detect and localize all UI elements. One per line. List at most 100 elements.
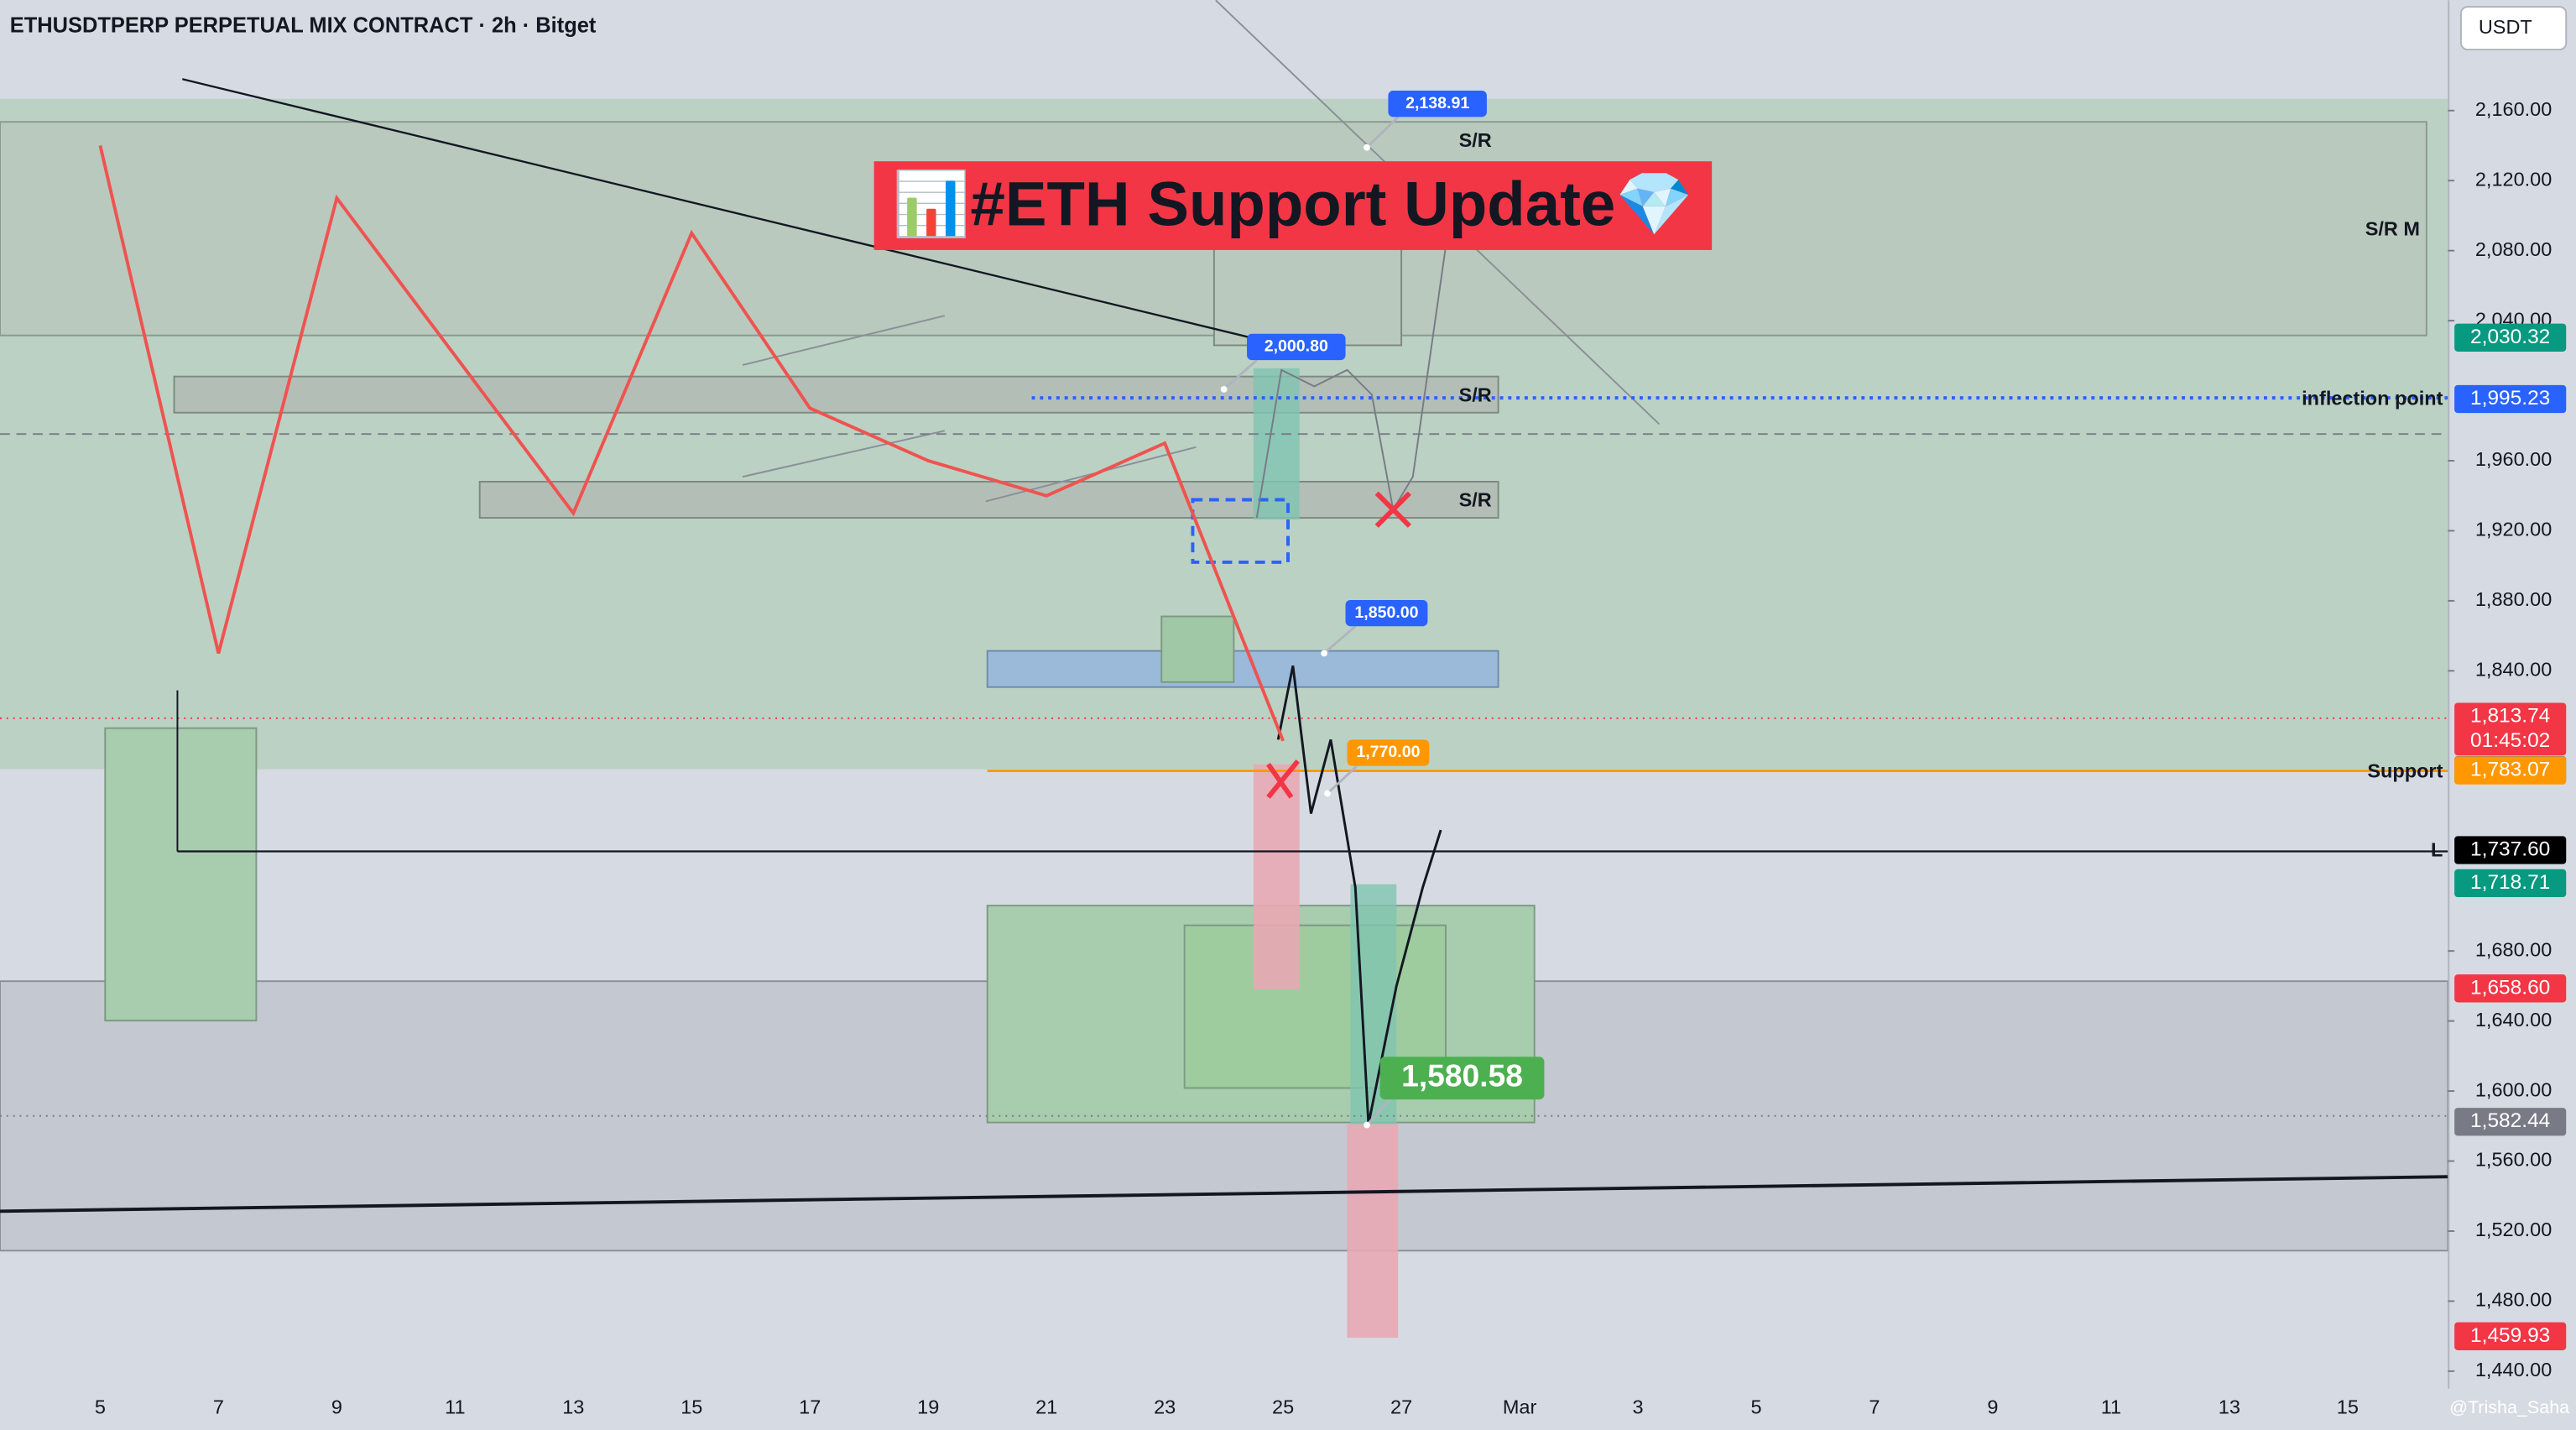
price-tag (2454, 836, 2567, 864)
price-tag-label: 1,459.93 (2470, 1324, 2550, 1347)
stop-box (1253, 764, 1300, 989)
callout-point (1220, 385, 1228, 393)
level-label: S/R M (2365, 218, 2420, 240)
x-tick-label: Mar (1503, 1396, 1537, 1417)
channel (742, 430, 946, 478)
stop-box (1347, 1124, 1399, 1339)
x-tick-label: 27 (1390, 1396, 1412, 1417)
y-tick-label: 1,560.00 (2475, 1149, 2552, 1171)
y-tick-label: 1,440.00 (2475, 1359, 2552, 1380)
chart-title: 📊#ETH Support Update💎 (893, 169, 1693, 240)
callout-label: 2,138.91 (1405, 94, 1469, 112)
price-tag (2454, 384, 2567, 414)
callout-point (1364, 1121, 1370, 1129)
level-label: inflection point (2302, 387, 2443, 409)
y-tick-label: 1,480.00 (2475, 1289, 2552, 1311)
x-tick-label: 7 (213, 1396, 224, 1417)
level-label: Support (2367, 760, 2443, 782)
price-tag-label: 1,582.44 (2470, 1109, 2550, 1132)
callout-label: 1,770.00 (1356, 743, 1420, 761)
zone (104, 727, 258, 1022)
x-tick-label: 15 (2337, 1396, 2359, 1417)
callout-box (1388, 90, 1487, 117)
price-line (98, 145, 1285, 742)
callout-pointer (1323, 625, 1357, 655)
x-tick-label: 9 (331, 1396, 342, 1417)
price-tag-label: 1,737.60 (2470, 838, 2550, 860)
callout-pointer (1365, 116, 1400, 149)
currency[interactable]: USDT (2479, 16, 2532, 38)
projection (1276, 665, 1442, 1125)
price-tag (2454, 1322, 2567, 1350)
x-tick-label: 3 (1633, 1396, 1644, 1417)
price-tag (2454, 974, 2567, 1003)
price-tag (2454, 1108, 2567, 1136)
callout-label: 2,000.80 (1265, 337, 1328, 356)
entry-box (1191, 498, 1290, 564)
callout-box (1345, 599, 1428, 627)
price-tag (2454, 756, 2567, 785)
price-tag-label: 1,783.07 (2470, 759, 2550, 781)
zone (173, 375, 1499, 414)
price-tag (2454, 869, 2567, 898)
price-tag (2454, 323, 2567, 352)
price-tag-label: 1,718.71 (2470, 871, 2550, 894)
x-tick-label: 13 (562, 1396, 584, 1417)
y-tick-label: 2,160.00 (2475, 98, 2552, 120)
y-tick-label: 1,920.00 (2475, 519, 2552, 540)
cross-mark (1266, 491, 1411, 799)
y-tick-label: 2,120.00 (2475, 168, 2552, 190)
y-tick-label: 1,840.00 (2475, 659, 2552, 681)
callout-box (1347, 739, 1430, 766)
x-tick-label: 17 (799, 1396, 821, 1417)
header-bg (0, 0, 559, 50)
level-label: S/R (1459, 384, 1492, 405)
x-tick-label: 11 (445, 1396, 465, 1417)
callout-point (1364, 144, 1370, 151)
zone (1160, 615, 1235, 683)
x-tick-label: 11 (2101, 1396, 2121, 1417)
trendline (182, 78, 1249, 338)
currency-button[interactable] (2459, 6, 2568, 51)
x-tick-label: 7 (1869, 1396, 1880, 1417)
price-tag (2454, 702, 2567, 756)
callout-label: 1,850.00 (1354, 603, 1418, 622)
price-tag-label: 1,813.74 (2470, 705, 2550, 728)
callout-point (1324, 790, 1331, 797)
x-tick-label: 5 (95, 1396, 106, 1417)
y-tick-label: 1,960.00 (2475, 448, 2552, 470)
x-tick-label: 9 (1987, 1396, 1998, 1417)
callout-box (1247, 333, 1346, 361)
y-tick-label: 1,600.00 (2475, 1078, 2552, 1100)
x-tick-label: 25 (1272, 1396, 1294, 1417)
callout-label: 1,580.58 (1401, 1058, 1523, 1093)
axis-border (2448, 0, 2450, 1389)
symbol: ETHUSDTPERP PERPETUAL MIX CONTRACT · 2h … (10, 13, 597, 37)
trendline (0, 1175, 2448, 1213)
title-banner (873, 161, 1713, 250)
x-tick-label: 15 (681, 1396, 702, 1417)
price-tag-label: 1,995.23 (2470, 387, 2550, 410)
y-tick-label: 2,080.00 (2475, 238, 2552, 260)
level-label: S/R (1459, 489, 1492, 511)
callout-pointer (1326, 765, 1358, 795)
y-tick-label: 1,640.00 (2475, 1009, 2552, 1031)
callout-box (1379, 1057, 1545, 1100)
countdown: 01:45:02 (2470, 729, 2550, 752)
callout-pointer (1223, 358, 1258, 390)
y-tick-label: 1,880.00 (2475, 588, 2552, 610)
watermark: @Trisha_Saha (2449, 1397, 2569, 1417)
level-label: L (2431, 839, 2443, 861)
y-tick-label: 1,680.00 (2475, 938, 2552, 960)
zone (986, 650, 1499, 688)
callout-point (1321, 650, 1327, 657)
x-tick-label: 13 (2219, 1396, 2240, 1417)
price-tag-label: 1,658.60 (2470, 976, 2550, 999)
x-tick-label: 23 (1154, 1396, 1176, 1417)
x-tick-label: 19 (917, 1396, 939, 1417)
callout-pointer (1365, 1099, 1391, 1126)
zone (1212, 246, 1403, 347)
level-label: S/R (1459, 129, 1492, 151)
